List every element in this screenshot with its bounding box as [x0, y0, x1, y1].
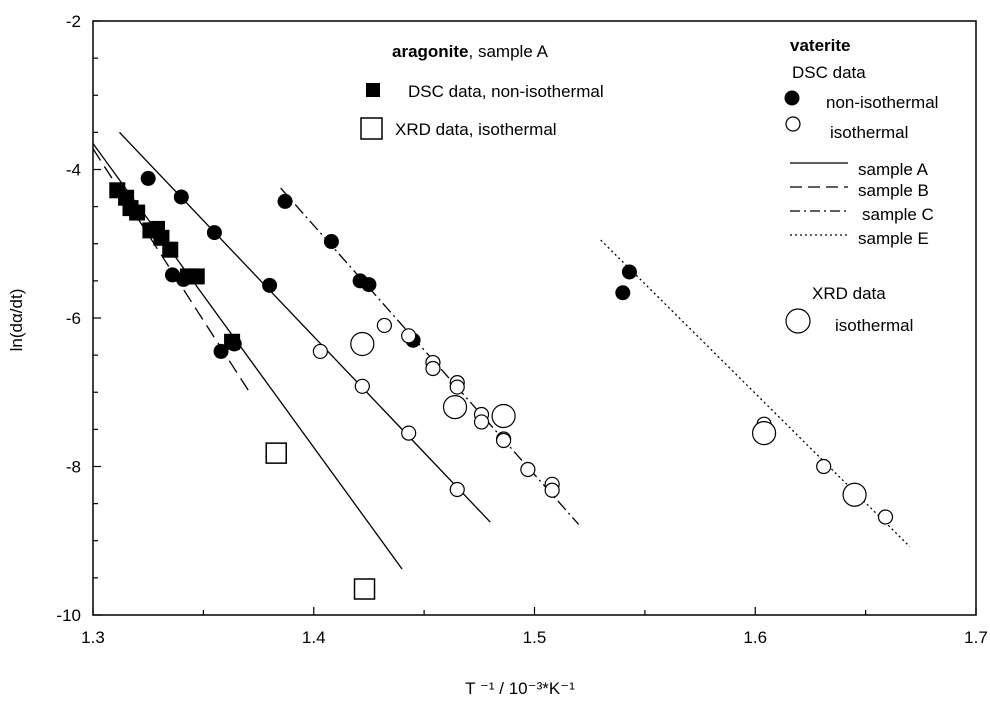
legend-vaterite: vaterite DSC data non-isothermal isother… [784, 36, 938, 335]
legend-label-sample-c: sample C [862, 205, 934, 224]
point-circle-open-large [751, 420, 777, 446]
point-circle-filled [176, 271, 192, 287]
fit-line-sample-a [119, 131, 491, 523]
x-tick-marks [92, 607, 977, 615]
legend-vaterite-xrd-marker [785, 308, 811, 334]
point-square-filled [129, 204, 146, 221]
y-tick-marks [93, 20, 101, 616]
legend-vaterite-dsc-subtitle: DSC data [792, 63, 866, 82]
y-tick-label: -6 [66, 309, 81, 328]
data-points [109, 170, 894, 600]
point-circle-open [354, 378, 370, 394]
legend-vaterite-dsc-iso-label: isothermal [830, 123, 908, 142]
legend-vaterite-title: vaterite [790, 36, 850, 55]
point-circle-open [473, 414, 490, 430]
point-circle-open [816, 458, 832, 475]
point-circle-open [495, 432, 512, 449]
x-axis-title: T ⁻¹ / 10⁻³*K⁻¹ [465, 679, 575, 698]
point-circle-open [449, 481, 465, 498]
point-circle-filled [262, 277, 278, 293]
axes: 1.3 1.4 1.5 1.6 1.7 -10 -8 -6 -4 -2 T ⁻¹ / 10⁻³*… [7, 12, 988, 698]
point-circle-filled [226, 336, 242, 352]
point-circle-open-large [842, 482, 867, 507]
y-tick-labels: -10 -8 -6 -4 -2 [56, 12, 81, 625]
point-circle-filled [142, 222, 158, 238]
point-circle-filled [615, 285, 631, 301]
point-circle-open [520, 461, 536, 478]
y-axis-title: ln(dα/dt) [7, 289, 26, 352]
point-circle-filled [361, 277, 377, 293]
point-circle-open [312, 343, 328, 360]
legend-aragonite-title: aragonite, sample A [392, 42, 549, 61]
point-circle-filled [621, 264, 637, 280]
point-circle-filled [323, 234, 339, 250]
legend-vaterite-xrd-subtitle: XRD data [812, 284, 886, 303]
legend-aragonite-xrd-marker [360, 117, 383, 140]
point-circle-open-large [350, 331, 375, 357]
point-circle-open-large [442, 395, 468, 420]
y-tick-label: -2 [66, 12, 81, 31]
y-tick-label: -10 [56, 606, 81, 625]
x-tick-label: 1.4 [302, 628, 326, 647]
legend-vaterite-dsc-noniso-marker [784, 90, 800, 106]
legend-aragonite-dsc-label: DSC data, non-isothermal [408, 82, 604, 101]
x-tick-label: 1.7 [964, 628, 988, 647]
point-square-open [265, 442, 287, 464]
legend-aragonite-title-bold: aragonite [392, 42, 469, 61]
legend-aragonite-title-rest: , sample A [469, 42, 549, 61]
legend-aragonite-xrd-label: XRD data, isothermal [395, 120, 557, 139]
legend-label-sample-a: sample A [858, 160, 929, 179]
point-square-filled [188, 268, 205, 285]
point-circle-open [449, 379, 465, 395]
legend-label-sample-b: sample B [858, 181, 929, 200]
x-tick-label: 1.5 [523, 628, 547, 647]
legend-aragonite-dsc-marker [366, 83, 380, 97]
point-circle-open [401, 425, 417, 441]
point-circle-filled [213, 343, 229, 359]
y-tick-label: -8 [66, 458, 81, 477]
legend-label-sample-e: sample E [858, 229, 929, 248]
point-circle-filled [206, 225, 222, 241]
point-circle-filled [140, 170, 156, 186]
point-circle-open [544, 482, 560, 498]
x-tick-label: 1.3 [81, 628, 105, 647]
x-tick-label: 1.6 [743, 628, 767, 647]
point-circle-open [877, 509, 894, 525]
point-circle-open [376, 317, 392, 334]
legend-vaterite-dsc-noniso-label: non-isothermal [826, 93, 938, 112]
point-square-filled [162, 241, 179, 258]
point-square-open [353, 578, 376, 600]
point-circle-open [401, 328, 417, 344]
point-circle-open [425, 360, 441, 377]
x-tick-labels: 1.3 1.4 1.5 1.6 1.7 [81, 628, 988, 647]
legend-vaterite-xrd-label: isothermal [835, 316, 913, 335]
point-circle-filled [277, 193, 293, 209]
point-circle-filled [173, 189, 189, 205]
legend-vaterite-dsc-iso-marker [785, 116, 801, 132]
point-circle-open-large [491, 403, 516, 429]
legend-aragonite: aragonite, sample A DSC data, non-isothe… [360, 42, 604, 140]
y-tick-label: -4 [66, 161, 81, 180]
